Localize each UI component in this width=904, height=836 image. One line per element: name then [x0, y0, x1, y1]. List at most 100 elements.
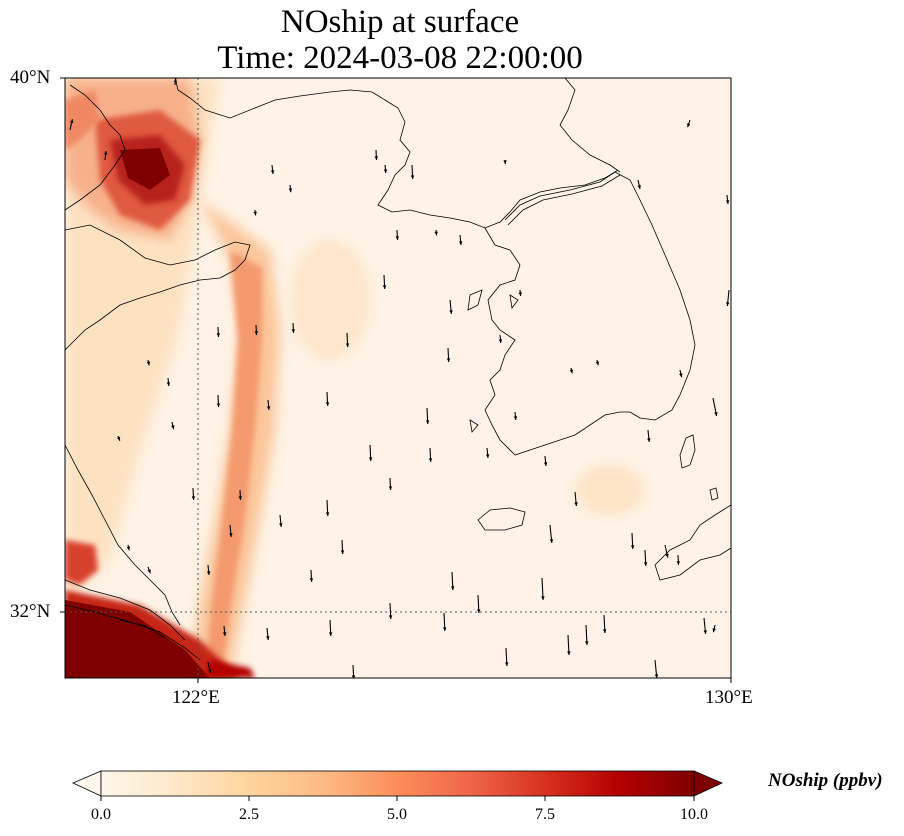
wind-arrow-head: [69, 119, 74, 124]
wind-arrow-head: [665, 553, 669, 558]
wind-arrow-head: [714, 412, 718, 416]
x-tick-label-122e: 122°E: [172, 687, 220, 708]
wind-arrow-head: [574, 502, 578, 506]
wind-arrow-head: [485, 454, 490, 458]
map-frame: [64, 77, 732, 679]
wind-arrow-head: [679, 373, 683, 378]
wind-arrow-head: [325, 512, 330, 516]
wind-arrow-head: [543, 462, 548, 466]
colorbar-tick-label: 2.5: [239, 806, 259, 823]
wind-arrow-head: [567, 651, 571, 655]
wind-arrow-head: [549, 539, 554, 543]
wind-arrow-head: [166, 382, 171, 386]
wind-arrow-head: [712, 628, 716, 633]
concentration-field: [65, 78, 731, 678]
wind-arrow-head: [446, 358, 451, 362]
wind-arrow-head: [504, 662, 509, 666]
colorbar-tick-label: 7.5: [535, 806, 555, 823]
wind-arrow-head: [216, 333, 221, 337]
wind-arrow-head: [726, 302, 730, 306]
wind-arrow-head: [395, 236, 400, 240]
wind-arrow-head: [368, 457, 373, 461]
wind-arrow-head: [146, 361, 151, 366]
wind-arrow-head: [206, 571, 211, 575]
wind-arrow-head: [630, 545, 635, 549]
wind-arrow-head: [647, 438, 651, 442]
wind-arrow-head: [173, 78, 178, 83]
wind-arrow-head: [425, 420, 430, 424]
axis-ticks: [60, 77, 732, 683]
wind-arrow-head: [254, 331, 259, 335]
wind-arrow-head: [345, 343, 350, 347]
wind-arrow-head: [309, 578, 314, 582]
colorbar-tick-label: 10.0: [680, 806, 708, 823]
wind-arrow-head: [518, 292, 522, 296]
colorbar-tick-label: 0.0: [91, 806, 111, 823]
colorbar-tick-label: 5.0: [387, 806, 407, 823]
wind-arrow-head: [374, 156, 379, 160]
wind-arrow-head: [569, 369, 574, 374]
wind-arrow-head: [253, 211, 257, 216]
wind-arrow-head: [126, 546, 131, 551]
wind-arrow-head: [270, 170, 275, 174]
wind-arrow-head: [450, 586, 455, 590]
wind-arrow-head: [725, 200, 730, 204]
wind-arrow-head: [428, 458, 433, 462]
wind-arrow-head: [191, 496, 196, 500]
wind-arrow-head: [410, 175, 415, 179]
wind-arrow-head: [279, 523, 283, 527]
gridlines: [65, 78, 731, 678]
wind-arrow-head: [541, 596, 545, 600]
wind-arrow-head: [238, 496, 243, 500]
wind-arrow-head: [171, 425, 175, 430]
map-title-line1: NOship at surface: [280, 4, 520, 40]
wind-arrow-head: [676, 561, 681, 565]
wind-arrow-head: [147, 569, 151, 574]
wind-arrow-head: [595, 361, 600, 366]
wind-arrow-head: [654, 674, 659, 678]
wind-arrow-head: [388, 615, 393, 619]
colorbar-gradient: [101, 771, 694, 796]
coastlines: [65, 78, 731, 661]
wind-arrow-head: [229, 533, 233, 537]
colorbar-extend-min: [72, 770, 102, 797]
wind-arrow-head: [703, 630, 707, 634]
wind-arrow-head: [503, 160, 507, 164]
x-tick-label-130e: 130°E: [705, 687, 753, 708]
wind-arrow-head: [116, 436, 121, 441]
wind-arrow-head: [637, 185, 641, 189]
wind-arrow-head: [351, 675, 356, 678]
wind-arrow-head: [434, 231, 438, 236]
wind-arrow-head: [449, 310, 453, 314]
wind-arrow-head: [328, 632, 333, 636]
wind-arrow-head: [388, 486, 393, 490]
wind-arrow-head: [687, 123, 691, 128]
wind-arrow-head: [325, 402, 330, 406]
wind-arrow-head: [382, 285, 387, 289]
colorbar-extend-max: [693, 770, 723, 797]
wind-arrow-head: [476, 609, 481, 613]
wind-arrow-head: [498, 339, 503, 343]
wind-arrow-head: [222, 632, 227, 636]
colorbar-label: NOship (ppbv): [768, 770, 883, 791]
wind-arrow-head: [643, 562, 648, 566]
wind-arrow-head: [602, 629, 607, 633]
wind-arrow-head: [266, 636, 270, 640]
wind-arrow-head: [207, 668, 212, 673]
wind-arrow-head: [383, 169, 388, 173]
map-title-line2: Time: 2024-03-08 22:00:00: [217, 40, 583, 76]
wind-arrow: [541, 577, 544, 601]
wind-arrow-head: [291, 329, 296, 333]
wind-arrow-head: [216, 403, 221, 407]
y-tick-label-32n: 32°N: [10, 601, 51, 622]
wind-arrow-head: [266, 406, 271, 410]
wind-vectors: [69, 78, 730, 678]
wind-arrow-head: [340, 550, 345, 554]
wind-arrow-head: [288, 188, 293, 193]
wind-arrow-head: [103, 151, 108, 155]
wind-arrow-head: [458, 241, 463, 245]
wind-arrow-head: [442, 627, 447, 631]
y-tick-label-40n: 40°N: [10, 67, 51, 88]
wind-arrow-head: [585, 641, 589, 645]
wind-arrow-head: [513, 416, 518, 420]
